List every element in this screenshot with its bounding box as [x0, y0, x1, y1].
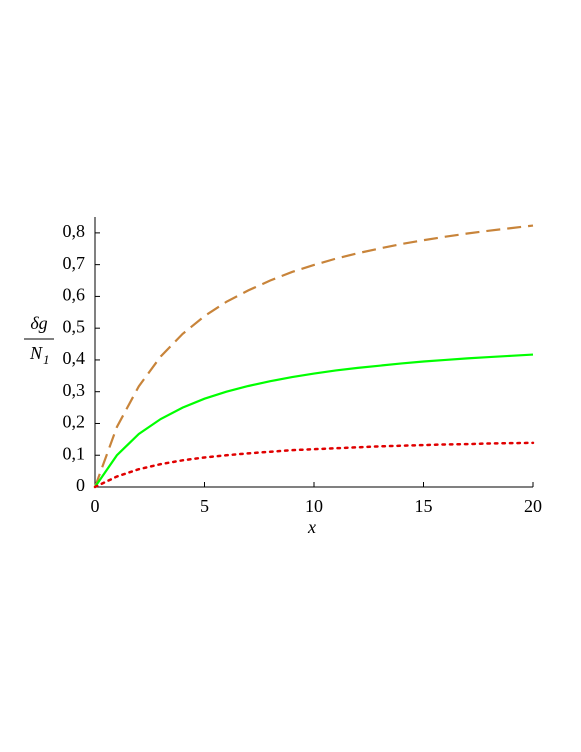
x-tick-label: 15	[415, 496, 433, 516]
y-tick-label: 0,1	[63, 443, 86, 463]
series-line	[93, 224, 534, 488]
y-tick-label: 0,5	[63, 316, 86, 336]
y-label-subscript: 1	[43, 352, 50, 367]
y-tick-label: 0,3	[63, 380, 86, 400]
y-tick-label: 0,6	[63, 285, 86, 305]
y-tick-label: 0,4	[63, 348, 86, 368]
y-label-denominator: N	[29, 343, 43, 363]
x-tick-label: 20	[524, 496, 542, 516]
series-line	[94, 353, 534, 488]
y-tick-label: 0	[76, 475, 85, 495]
y-label-numerator: δg	[30, 313, 47, 333]
y-tick-label: 0,8	[63, 221, 86, 241]
x-axis-label: x	[307, 517, 316, 537]
x-tick-label: 0	[91, 496, 100, 516]
series-line	[93, 441, 535, 489]
y-tick-label: 0,2	[63, 412, 86, 432]
x-tick-label: 5	[200, 496, 209, 516]
x-tick-label: 10	[305, 496, 323, 516]
y-tick-label: 0,7	[63, 253, 86, 273]
